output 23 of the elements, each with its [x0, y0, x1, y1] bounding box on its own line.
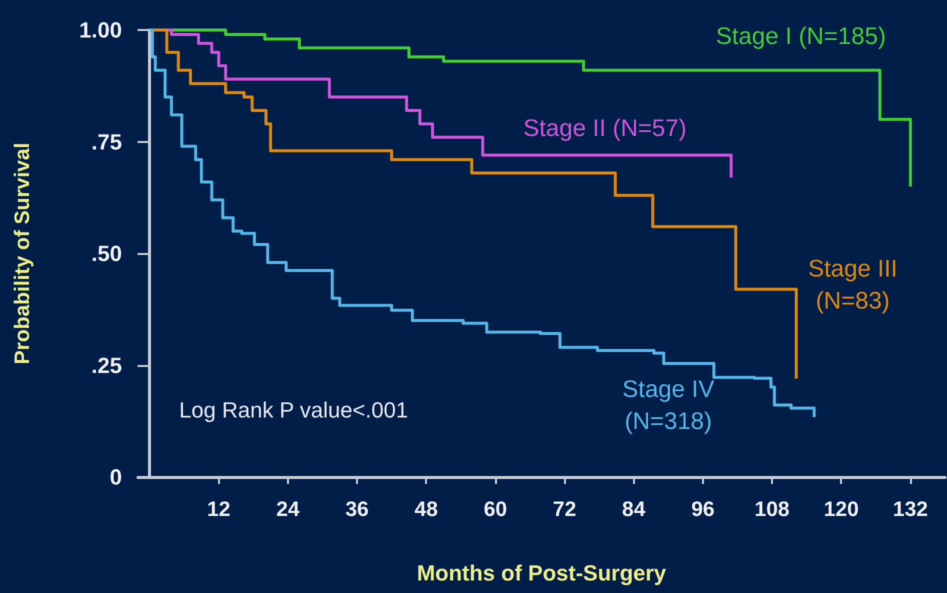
series-label: Stage II (N=57)	[523, 114, 687, 142]
x-tick-label: 108	[754, 498, 790, 521]
x-tick-label: 36	[345, 498, 369, 521]
y-tick-label: .50	[91, 241, 122, 266]
series-label: Stage III (N=83)	[808, 255, 898, 314]
x-tick-label: 60	[484, 498, 508, 521]
x-tick-label: 12	[207, 498, 230, 521]
x-tick-label: 24	[276, 498, 300, 521]
series-label: Stage IV (N=318)	[622, 376, 714, 435]
x-axis-title: Months of Post-Surgery	[416, 560, 667, 586]
y-tick-label: 0	[110, 464, 122, 490]
x-tick-label: 48	[414, 498, 438, 521]
x-tick-label: 84	[622, 498, 646, 521]
x-tick-label: 96	[691, 498, 715, 521]
y-tick-label: .75	[91, 129, 122, 154]
y-axis-title: Probability of Survival	[11, 142, 34, 364]
x-tick-label: 72	[552, 498, 576, 521]
y-tick-label: 1.00	[79, 18, 122, 42]
x-tick-label: 132	[892, 498, 928, 521]
y-tick-label: .25	[91, 352, 122, 378]
annotation: Log Rank P value<.001	[179, 397, 408, 422]
x-tick-label: 120	[824, 498, 859, 521]
series-label: Stage I (N=185)	[716, 23, 886, 50]
